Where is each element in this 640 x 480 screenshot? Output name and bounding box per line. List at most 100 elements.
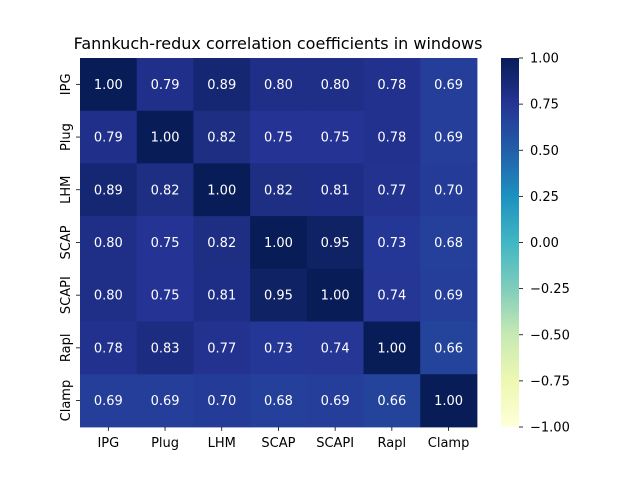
heatmap-cell xyxy=(250,321,308,375)
cell-value-label: 1.00 xyxy=(434,394,463,409)
cell-value-label: 0.89 xyxy=(207,78,236,93)
heatmap-cell xyxy=(420,216,478,270)
x-tick-label: SCAPI xyxy=(316,436,354,451)
heatmap-cell xyxy=(136,321,194,375)
x-tick-label: Clamp xyxy=(428,436,470,451)
cell-value-label: 0.80 xyxy=(94,289,123,304)
heatmap-cell xyxy=(420,321,478,375)
cell-value-label: 0.69 xyxy=(434,78,463,93)
x-tick-label: Plug xyxy=(151,436,179,451)
heatmap-cell xyxy=(306,58,364,112)
heatmap-cell xyxy=(363,374,421,428)
cell-value-label: 0.80 xyxy=(94,236,123,251)
x-tick-label: Rapl xyxy=(378,436,407,451)
heatmap-cell xyxy=(193,163,251,217)
colorbar-gradient xyxy=(501,58,519,427)
cell-value-label: 0.69 xyxy=(321,394,350,409)
colorbar-tick-label: 0.75 xyxy=(530,98,559,113)
heatmap-cell xyxy=(136,374,194,428)
heatmap-cell xyxy=(80,374,138,428)
heatmap-cell xyxy=(363,268,421,322)
colorbar-tick-label: 1.00 xyxy=(530,52,559,67)
heatmap-cell xyxy=(193,374,251,428)
heatmap-cell xyxy=(80,110,138,164)
colorbar-tick-label: 0.25 xyxy=(530,190,559,205)
y-tick-label: LHM xyxy=(59,176,74,204)
cell-value-label: 0.66 xyxy=(377,394,406,409)
heatmap-cell xyxy=(306,216,364,270)
heatmap-cell xyxy=(193,268,251,322)
y-tick-label: Clamp xyxy=(59,380,74,422)
cell-value-label: 0.66 xyxy=(434,341,463,356)
cell-value-label: 0.77 xyxy=(207,341,236,356)
x-axis: IPG Plug LHM SCAP SCAPI Rapl Clamp xyxy=(97,426,470,451)
y-tick-label: Plug xyxy=(59,123,74,151)
cell-value-label: 0.69 xyxy=(434,289,463,304)
heatmap-cell xyxy=(193,216,251,270)
cell-value-label: 0.68 xyxy=(434,236,463,251)
cell-value-label: 0.70 xyxy=(434,183,463,198)
cell-value-label: 0.75 xyxy=(151,289,180,304)
cell-value-label: 0.83 xyxy=(151,341,180,356)
heatmap-cell xyxy=(420,374,478,428)
heatmap-cell xyxy=(250,163,308,217)
cell-value-label: 0.78 xyxy=(377,78,406,93)
cell-value-label: 0.75 xyxy=(321,131,350,146)
heatmap-cell xyxy=(136,268,194,322)
cell-value-label: 0.89 xyxy=(94,183,123,198)
y-axis: IPG Plug LHM SCAP SCAPI Rapl Clamp xyxy=(59,73,80,421)
heatmap-cell xyxy=(136,110,194,164)
heatmap-cell xyxy=(250,58,308,112)
cell-value-label: 1.00 xyxy=(377,341,406,356)
cell-value-label: 0.95 xyxy=(321,236,350,251)
heatmap-cell xyxy=(363,58,421,112)
cell-value-label: 0.74 xyxy=(321,341,350,356)
heatmap-cell xyxy=(250,268,308,322)
cell-value-label: 1.00 xyxy=(151,131,180,146)
heatmap-cell xyxy=(420,268,478,322)
cell-value-label: 0.81 xyxy=(321,183,350,198)
cell-value-label: 0.81 xyxy=(207,289,236,304)
heatmap-cell xyxy=(136,58,194,112)
cell-value-label: 0.77 xyxy=(377,183,406,198)
heatmap-cell xyxy=(363,163,421,217)
heatmap-cell xyxy=(250,374,308,428)
colorbar-tick-label: −0.50 xyxy=(530,328,570,343)
cell-value-label: 0.75 xyxy=(151,236,180,251)
heatmap-cell xyxy=(363,216,421,270)
heatmap-cell xyxy=(306,268,364,322)
heatmap-cell xyxy=(306,110,364,164)
heatmap-cell xyxy=(80,268,138,322)
heatmap-cell xyxy=(250,216,308,270)
cell-value-label: 0.69 xyxy=(434,131,463,146)
heatmap-cell xyxy=(193,58,251,112)
cell-value-label: 0.74 xyxy=(377,289,406,304)
heatmap-cell xyxy=(80,216,138,270)
heatmap-cell xyxy=(363,321,421,375)
cell-value-label: 0.95 xyxy=(264,289,293,304)
cell-value-label: 0.78 xyxy=(377,131,406,146)
heatmap-cell xyxy=(193,110,251,164)
cell-value-label: 0.82 xyxy=(151,183,180,198)
heatmap-cell xyxy=(306,321,364,375)
cell-value-label: 0.70 xyxy=(207,394,236,409)
cell-value-label: 0.69 xyxy=(151,394,180,409)
cell-value-label: 1.00 xyxy=(94,78,123,93)
cell-value-label: 1.00 xyxy=(207,183,236,198)
colorbar: 1.00 0.75 0.50 0.25 0.00 −0.25 −0.50 −0.75 −1.00 xyxy=(501,52,570,436)
heatmap-cell xyxy=(306,374,364,428)
colorbar-tick-label: −0.75 xyxy=(530,374,570,389)
heatmap-cells xyxy=(80,58,478,428)
heatmap-cell xyxy=(136,216,194,270)
colorbar-tick-label: −1.00 xyxy=(530,421,570,436)
cell-value-label: 0.79 xyxy=(94,131,123,146)
cell-annotations: 1.00 0.79 0.89 0.80 0.80 0.78 0.69 0.79 1.00 0.82… xyxy=(94,78,463,409)
colorbar-tick-label: 0.50 xyxy=(530,144,559,159)
cell-value-label: 0.79 xyxy=(151,78,180,93)
cell-value-label: 0.68 xyxy=(264,394,293,409)
y-tick-label: Rapl xyxy=(59,334,74,363)
cell-value-label: 0.73 xyxy=(377,236,406,251)
cell-value-label: 0.82 xyxy=(264,183,293,198)
heatmap-cell xyxy=(193,321,251,375)
y-tick-label: SCAP xyxy=(59,225,74,259)
